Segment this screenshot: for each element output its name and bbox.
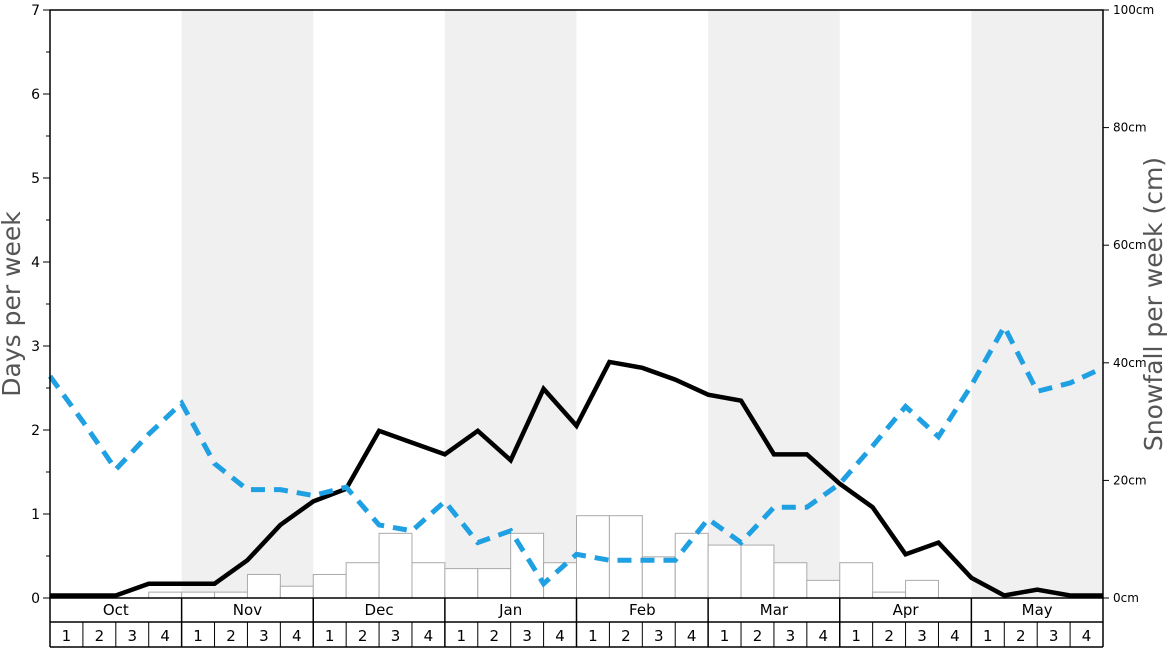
week-label: 2 [621, 627, 631, 645]
week-label: 3 [786, 627, 796, 645]
right-axis: 0cm 20cm 40cm 60cm 80cm 100cm [1103, 3, 1154, 605]
y2-tick-label: 20cm [1113, 473, 1147, 487]
snowfall-bar [312, 573, 347, 599]
snowfall-bar [806, 579, 841, 599]
month-label: Nov [233, 601, 262, 619]
week-label: 1 [62, 627, 72, 645]
month-shading [181, 10, 1103, 598]
week-label: 4 [1082, 627, 1092, 645]
month-label: Jan [498, 601, 522, 619]
snowfall-bars [148, 515, 939, 599]
left-axis: 0 1 2 3 4 5 6 7 [31, 3, 50, 607]
week-label: 2 [489, 627, 499, 645]
snowfall-bar [477, 568, 512, 599]
y2-tick-label: 0cm [1113, 591, 1139, 605]
snowfall-bar [246, 573, 281, 599]
week-label: 4 [687, 627, 697, 645]
month-label: May [1022, 601, 1053, 619]
week-label: 4 [424, 627, 434, 645]
month-label: Dec [365, 601, 394, 619]
y-tick-label: 2 [31, 423, 40, 439]
week-label: 1 [588, 627, 598, 645]
right-axis-title: Snowfall per week (cm) [1139, 157, 1168, 451]
week-label: 3 [1049, 627, 1059, 645]
dashed-day-line [47, 321, 1105, 588]
snowfall-bar [872, 591, 907, 599]
snowfall-bar [773, 562, 808, 599]
month-week-axis: Oct 1 2 3 4 Nov 1 2 3 4 Dec 1 2 3 4 Jan 1 2 3 4 Feb 1 2 3 4 Mar 1 2… [49, 598, 1104, 648]
y2-tick-label: 80cm [1113, 121, 1147, 135]
month-band [971, 10, 1103, 598]
snowfall-bar [214, 591, 248, 599]
y-tick-label: 4 [31, 255, 40, 271]
snowfall-bar [444, 568, 479, 599]
day-lines [47, 321, 1105, 598]
snowfall-bar [641, 556, 676, 599]
week-label: 4 [950, 627, 960, 645]
y2-tick-label: 40cm [1113, 356, 1147, 370]
week-label: 1 [325, 627, 335, 645]
y-tick-label: 1 [31, 507, 40, 523]
snowfall-bar [378, 532, 413, 599]
week-label: 4 [160, 627, 170, 645]
snowfall-bar [905, 579, 939, 599]
month-label: Oct [103, 601, 129, 619]
y-tick-label: 7 [31, 3, 40, 19]
week-label: 4 [819, 627, 829, 645]
y-tick-label: 0 [31, 591, 40, 607]
week-label: 3 [654, 627, 664, 645]
snowfall-bar [740, 544, 775, 599]
snowfall-bar [345, 562, 380, 599]
week-label: 1 [983, 627, 993, 645]
week-label: 2 [226, 627, 236, 645]
week-label: 3 [522, 627, 532, 645]
snowfall-bar [608, 515, 643, 599]
y-tick-label: 6 [31, 87, 40, 103]
week-label: 4 [292, 627, 302, 645]
week-label: 2 [1016, 627, 1026, 645]
week-label: 1 [720, 627, 730, 645]
y-tick-label: 3 [31, 339, 40, 355]
week-label: 3 [917, 627, 927, 645]
month-label: Apr [893, 601, 920, 619]
snowfall-bar [279, 585, 314, 599]
y2-tick-label: 60cm [1113, 238, 1147, 252]
month-band [708, 10, 840, 598]
snowfall-bar [148, 591, 183, 599]
solid-day-line [50, 359, 1103, 598]
week-label: 1 [851, 627, 861, 645]
week-label: 4 [555, 627, 565, 645]
snowfall-bar [674, 532, 709, 599]
week-label: 2 [753, 627, 763, 645]
snowfall-bar [839, 562, 874, 599]
week-label: 3 [259, 627, 269, 645]
week-label: 1 [193, 627, 203, 645]
left-axis-title: Days per week [0, 211, 26, 397]
week-label: 2 [884, 627, 894, 645]
week-label: 1 [457, 627, 467, 645]
snowfall-bar [181, 591, 216, 599]
snowfall-bar [707, 544, 742, 599]
month-label: Feb [629, 601, 656, 619]
week-label: 2 [358, 627, 368, 645]
month-label: Mar [760, 601, 789, 619]
month-band [181, 10, 314, 598]
week-label: 2 [95, 627, 105, 645]
snowfall-bar [411, 562, 446, 599]
week-label: 3 [391, 627, 401, 645]
y2-tick-label: 100cm [1113, 3, 1154, 17]
week-label: 3 [127, 627, 137, 645]
y-tick-label: 5 [31, 171, 40, 187]
month-band [444, 10, 577, 598]
